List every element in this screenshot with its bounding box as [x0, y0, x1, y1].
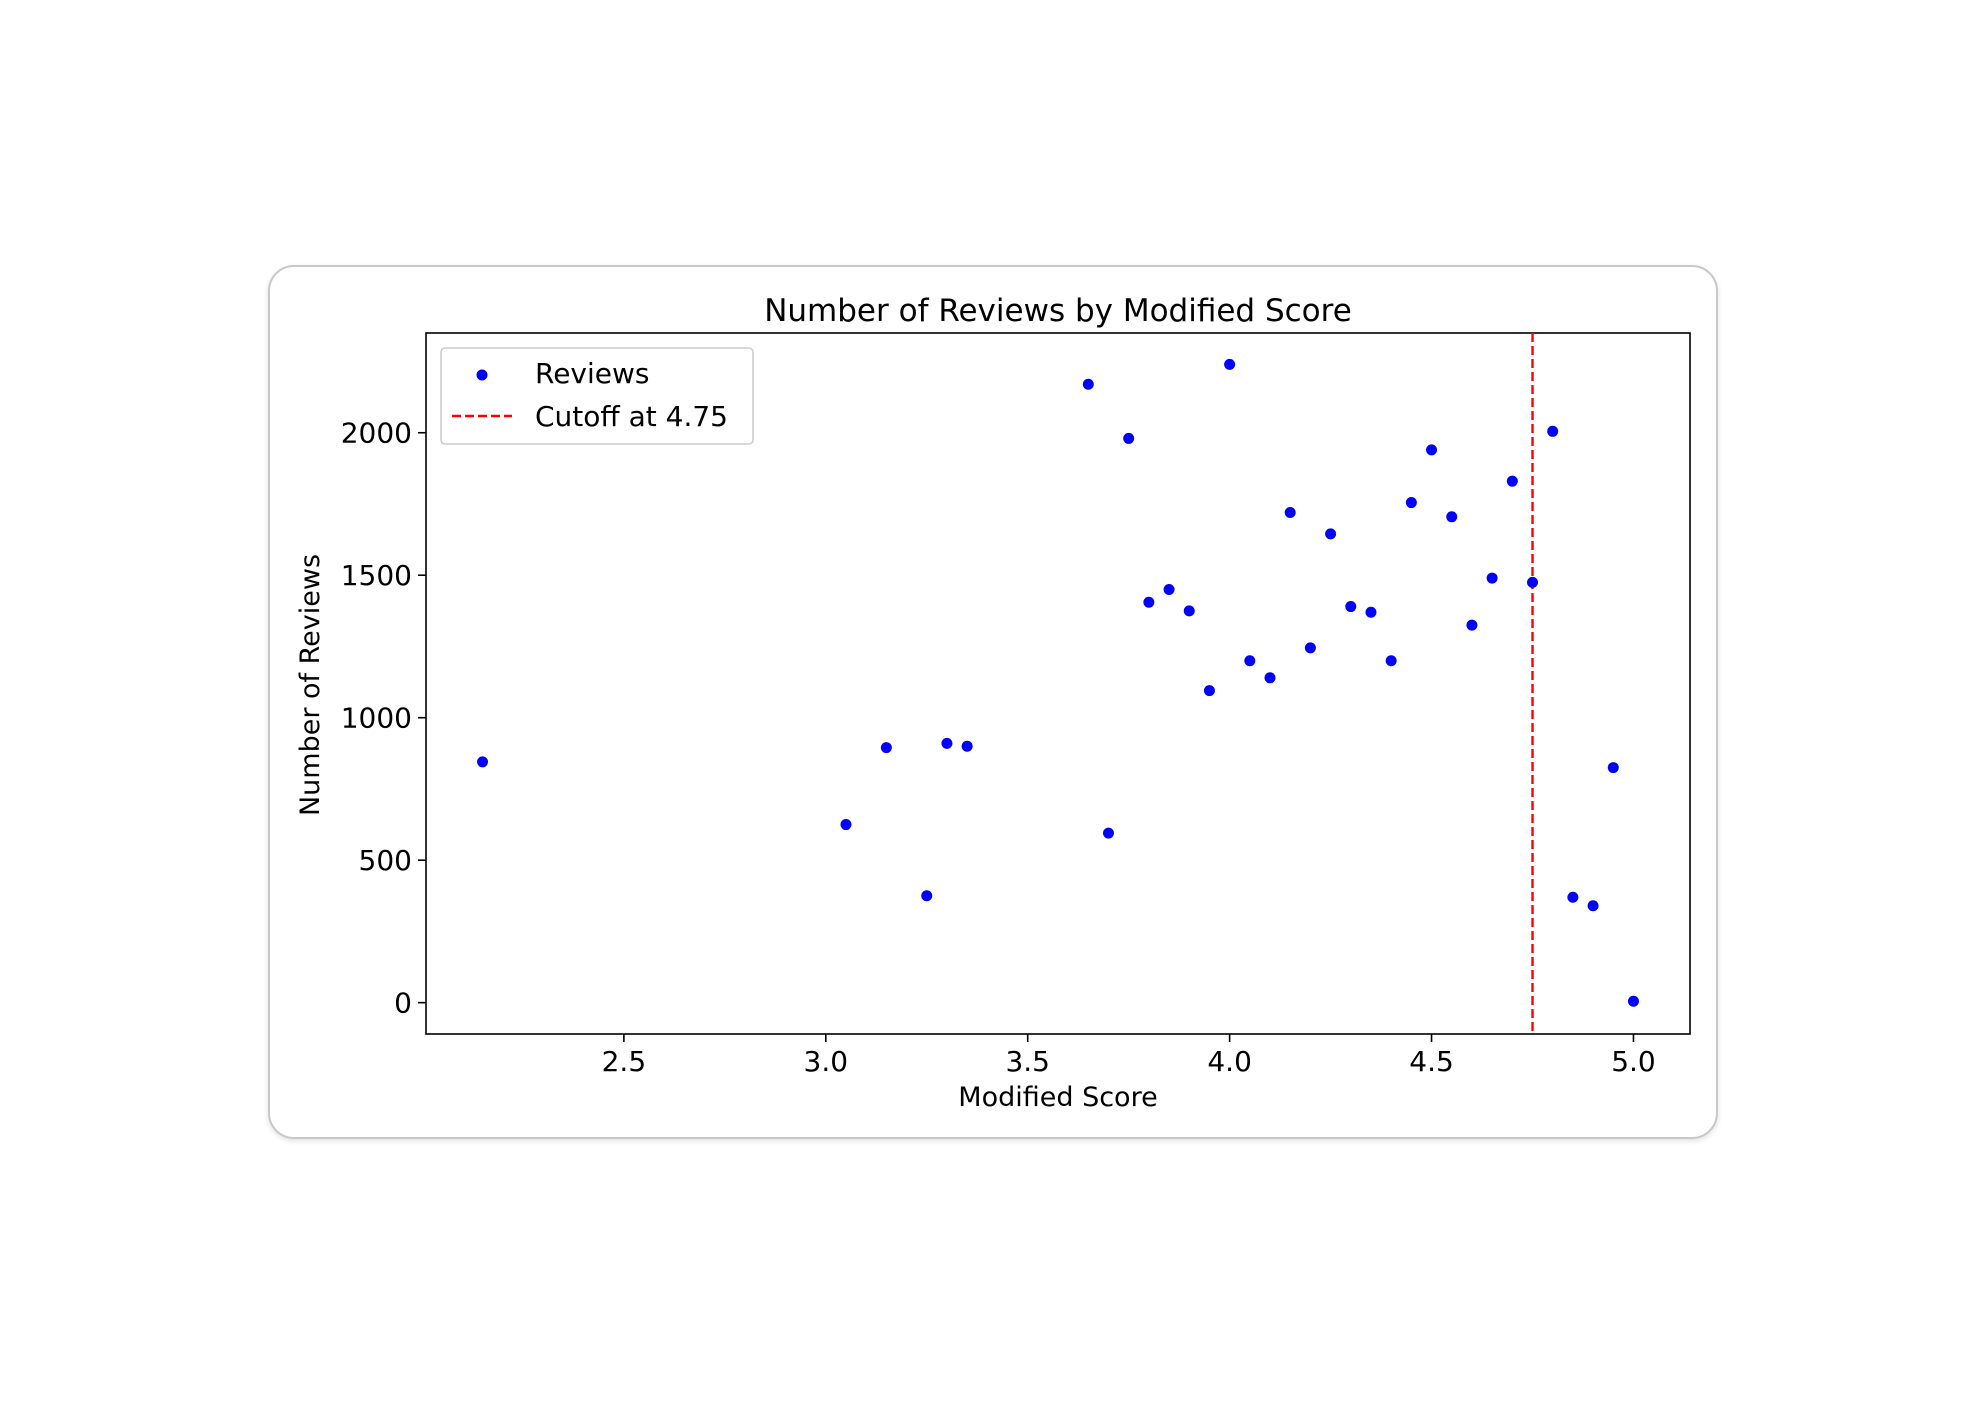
data-point	[1244, 655, 1256, 667]
legend-marker-reviews	[476, 369, 488, 381]
data-point	[1203, 685, 1215, 697]
legend-label-reviews: Reviews	[535, 357, 650, 390]
legend: Reviews Cutoff at 4.75	[440, 347, 754, 445]
data-point	[1587, 900, 1599, 912]
x-tick-label: 3.0	[804, 1045, 849, 1078]
plot-area: 2.5 3.0 3.5 4.0 4.5 5.0 0 500 1000 1500 2000	[341, 332, 1691, 1078]
data-point	[1264, 672, 1276, 684]
y-tick-label: 2000	[341, 417, 412, 450]
data-point	[1102, 827, 1114, 839]
data-point	[1284, 507, 1296, 519]
legend-box	[440, 347, 754, 445]
x-tick-label: 2.5	[602, 1045, 647, 1078]
y-tick-label: 500	[359, 844, 412, 877]
data-point	[961, 740, 973, 752]
data-point	[1426, 444, 1438, 456]
data-point	[1527, 576, 1539, 588]
data-point	[1627, 995, 1639, 1007]
chart-title: Number of Reviews by Modified Score	[764, 293, 1352, 329]
data-point	[1365, 606, 1377, 618]
data-point	[1143, 596, 1155, 608]
data-point	[840, 819, 852, 831]
data-point	[1183, 605, 1195, 617]
data-point	[1345, 601, 1357, 613]
data-point	[1325, 528, 1337, 540]
x-tick-label: 4.0	[1207, 1045, 1252, 1078]
x-tick-label: 3.5	[1005, 1045, 1050, 1078]
data-point	[941, 737, 953, 749]
data-point	[1446, 511, 1458, 523]
x-axis-label: Modified Score	[958, 1082, 1157, 1113]
data-point	[1506, 475, 1518, 487]
y-tick-label: 0	[394, 987, 412, 1020]
data-point	[1123, 432, 1135, 444]
data-point	[1405, 497, 1417, 509]
data-point	[1304, 642, 1316, 654]
x-tick-label: 5.0	[1611, 1045, 1656, 1078]
data-point	[880, 742, 892, 754]
data-point	[1567, 891, 1579, 903]
y-tick-label: 1000	[341, 702, 412, 735]
legend-label-cutoff: Cutoff at 4.75	[535, 400, 728, 433]
data-point	[1385, 655, 1397, 667]
data-point	[1082, 378, 1094, 390]
data-point	[921, 890, 933, 902]
y-axis-label: Number of Reviews	[295, 554, 326, 816]
y-tick-label: 1500	[341, 559, 412, 592]
data-point	[1547, 425, 1559, 437]
data-point	[1224, 358, 1236, 370]
data-point	[1163, 583, 1175, 595]
x-tick-label: 4.5	[1409, 1045, 1454, 1078]
data-point	[1466, 619, 1478, 631]
data-point	[477, 756, 489, 768]
data-point	[1486, 572, 1498, 584]
data-point	[1607, 762, 1619, 774]
plot-frame	[425, 332, 1691, 1035]
